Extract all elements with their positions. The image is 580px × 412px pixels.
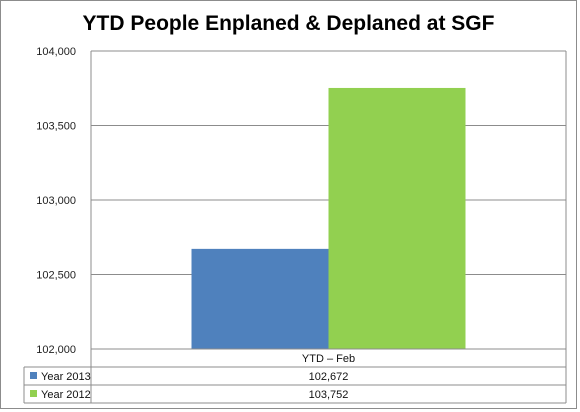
y-tick-label: 102,500 [36, 270, 76, 282]
y-tick-label: 103,000 [36, 195, 76, 207]
table-value: 102,672 [309, 371, 349, 383]
series-name: Year 2013 [41, 371, 91, 383]
chart-title: YTD People Enplaned & Deplaned at SGF [82, 12, 495, 35]
legend-key [30, 372, 37, 379]
y-tick-label: 104,000 [36, 46, 76, 58]
y-tick-label: 102,000 [36, 344, 76, 356]
category-label: YTD – Feb [302, 353, 355, 365]
y-tick-label: 103,500 [36, 121, 76, 133]
bar-year-2013 [191, 248, 329, 349]
legend-key [30, 390, 37, 397]
series-name: Year 2012 [41, 389, 91, 401]
table-value: 103,752 [309, 389, 349, 401]
bar-year-2012 [328, 87, 466, 350]
